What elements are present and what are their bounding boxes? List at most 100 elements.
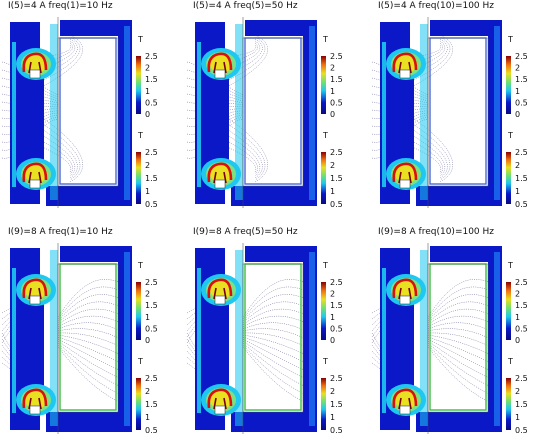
colorbar-tick-label: 1.5 [145,174,158,183]
unit-label: T [137,35,143,44]
flux-gradient [12,268,16,413]
colorbar-tick-label: 2 [330,64,335,73]
colorbar-tick-label: 2 [145,64,150,73]
lower-coil [386,384,426,416]
upper-colorbar: T2.5 2 1.5 1 0.5 0 [321,35,343,119]
colorbar-tick-label: 2.5 [515,374,528,383]
panel-title: I(9)=8 A freq(5)=50 Hz [193,227,298,237]
inner-frame-outline [429,37,487,185]
yoke-frame [46,246,132,432]
colorbar-tick-label: 0.5 [330,200,343,209]
upper-coil [386,48,426,80]
colorbar-tick-label: 1 [515,87,520,96]
colorbar-tick-label: 1.5 [515,75,528,84]
upper-colorbar: T2.5 2 1.5 1 0.5 0 [321,261,343,345]
flux-gradient [382,268,386,413]
yoke-outer-edge [494,26,500,200]
colorbar-tick-label: 1 [145,187,150,196]
colorbar-tick-label: 0.5 [515,324,528,333]
inner-frame-outline [59,37,117,185]
colorbar-tick-label: 2.5 [145,374,158,383]
colorbar-tick-label: 0 [330,110,335,119]
colorbar-tick-label: 1.5 [515,174,528,183]
upper-coil [16,48,56,80]
lower-coil [386,158,426,190]
colorbar-tick-label: 1 [330,413,335,422]
colorbar-tick-label: 0.5 [145,324,158,333]
inner-frame-border [427,263,489,413]
flux-gradient [382,42,386,187]
panel-3: I(5)=4 A freq(10)=100 Hz T 2.5 2 1.5 1 0.5 0 T 2… [370,0,550,215]
inner-frame-border [57,37,119,187]
colorbar-tick-label: 0 [515,110,520,119]
colorbar-tick-label: 0 [145,336,150,345]
upper-colorbar: T2.5 2 1.5 1 0.5 0 [136,35,158,119]
lower-colorbar: T2.5 2 1.5 1 0.5 [136,357,158,435]
flux-gradient [197,42,201,187]
colorbar-tick-label: 0.5 [145,200,158,209]
inner-frame-border [57,263,119,413]
colorbar-tick-label: 1.5 [145,75,158,84]
panel-1: I(5)=4 A freq(1)=10 Hz T 2.5 2 1.5 1 0.5 0 T 2.5… [0,0,180,215]
colorbar-tick-label: 2.5 [145,148,158,157]
colorbar-gradient [506,56,511,114]
yoke-frame [46,20,132,206]
colorbar-tick-label: 1.5 [145,301,158,310]
colorbar-tick-label: 1 [330,187,335,196]
unit-label: T [137,261,143,270]
colorbar-tick-label: 2.5 [330,278,343,287]
panel-title: I(5)=4 A freq(1)=10 Hz [8,1,113,11]
colorbar-tick-label: 1.5 [515,400,528,409]
inner-frame-outline [59,263,117,411]
colorbar-tick-label: 1.5 [330,301,343,310]
colorbar-tick-label: 1 [330,87,335,96]
yoke-frame [416,20,502,206]
colorbar-tick-label: 0.5 [145,98,158,107]
yoke-outer-edge [124,26,130,200]
upper-coil [201,274,241,306]
colorbar-tick-label: 2.5 [330,374,343,383]
panel-title: I(5)=4 A freq(5)=50 Hz [193,1,298,11]
upper-coil [16,274,56,306]
panel-4: I(9)=8 A freq(1)=10 Hz T 2.5 2 1.5 1 0.5 0 T 2.5… [0,226,180,441]
colorbar-tick-label: 2.5 [330,148,343,157]
flux-gradient [12,42,16,187]
lower-colorbar: T2.5 2 1.5 1 0.5 [136,131,158,209]
flux-gradient [197,268,201,413]
colorbar-tick-label: 2 [330,387,335,396]
colorbar-gradient [506,282,511,340]
lower-coil [201,384,241,416]
unit-label: T [507,261,513,270]
lower-coil [201,158,241,190]
colorbar-tick-label: 2.5 [330,52,343,61]
colorbar-tick-label: 1 [145,87,150,96]
unit-label: T [322,357,328,366]
colorbar-tick-label: 1.5 [515,301,528,310]
colorbar-gradient [136,378,141,430]
upper-coil [201,48,241,80]
upper-colorbar: T2.5 2 1.5 1 0.5 0 [506,35,528,119]
colorbar-gradient [136,152,141,204]
unit-label: T [137,131,143,140]
colorbar-gradient [321,378,326,430]
colorbar-tick-label: 2.5 [515,278,528,287]
colorbar-tick-label: 1.5 [330,174,343,183]
colorbar-tick-label: 0.5 [330,98,343,107]
yoke-frame [416,246,502,432]
colorbar-gradient [506,378,511,430]
unit-label: T [137,357,143,366]
panel-title: I(9)=8 A freq(1)=10 Hz [8,227,113,237]
lower-coil [16,158,56,190]
colorbar-tick-label: 1 [515,413,520,422]
inner-frame-outline [244,263,302,411]
colorbar-gradient [321,152,326,204]
colorbar-tick-label: 0 [330,336,335,345]
colorbar-tick-label: 1 [515,187,520,196]
colorbar-tick-label: 1 [515,313,520,322]
colorbar-tick-label: 0.5 [515,98,528,107]
panel-6: I(9)=8 A freq(10)=100 Hz T 2.5 2 1.5 1 0.5 0 T 2… [370,226,550,441]
